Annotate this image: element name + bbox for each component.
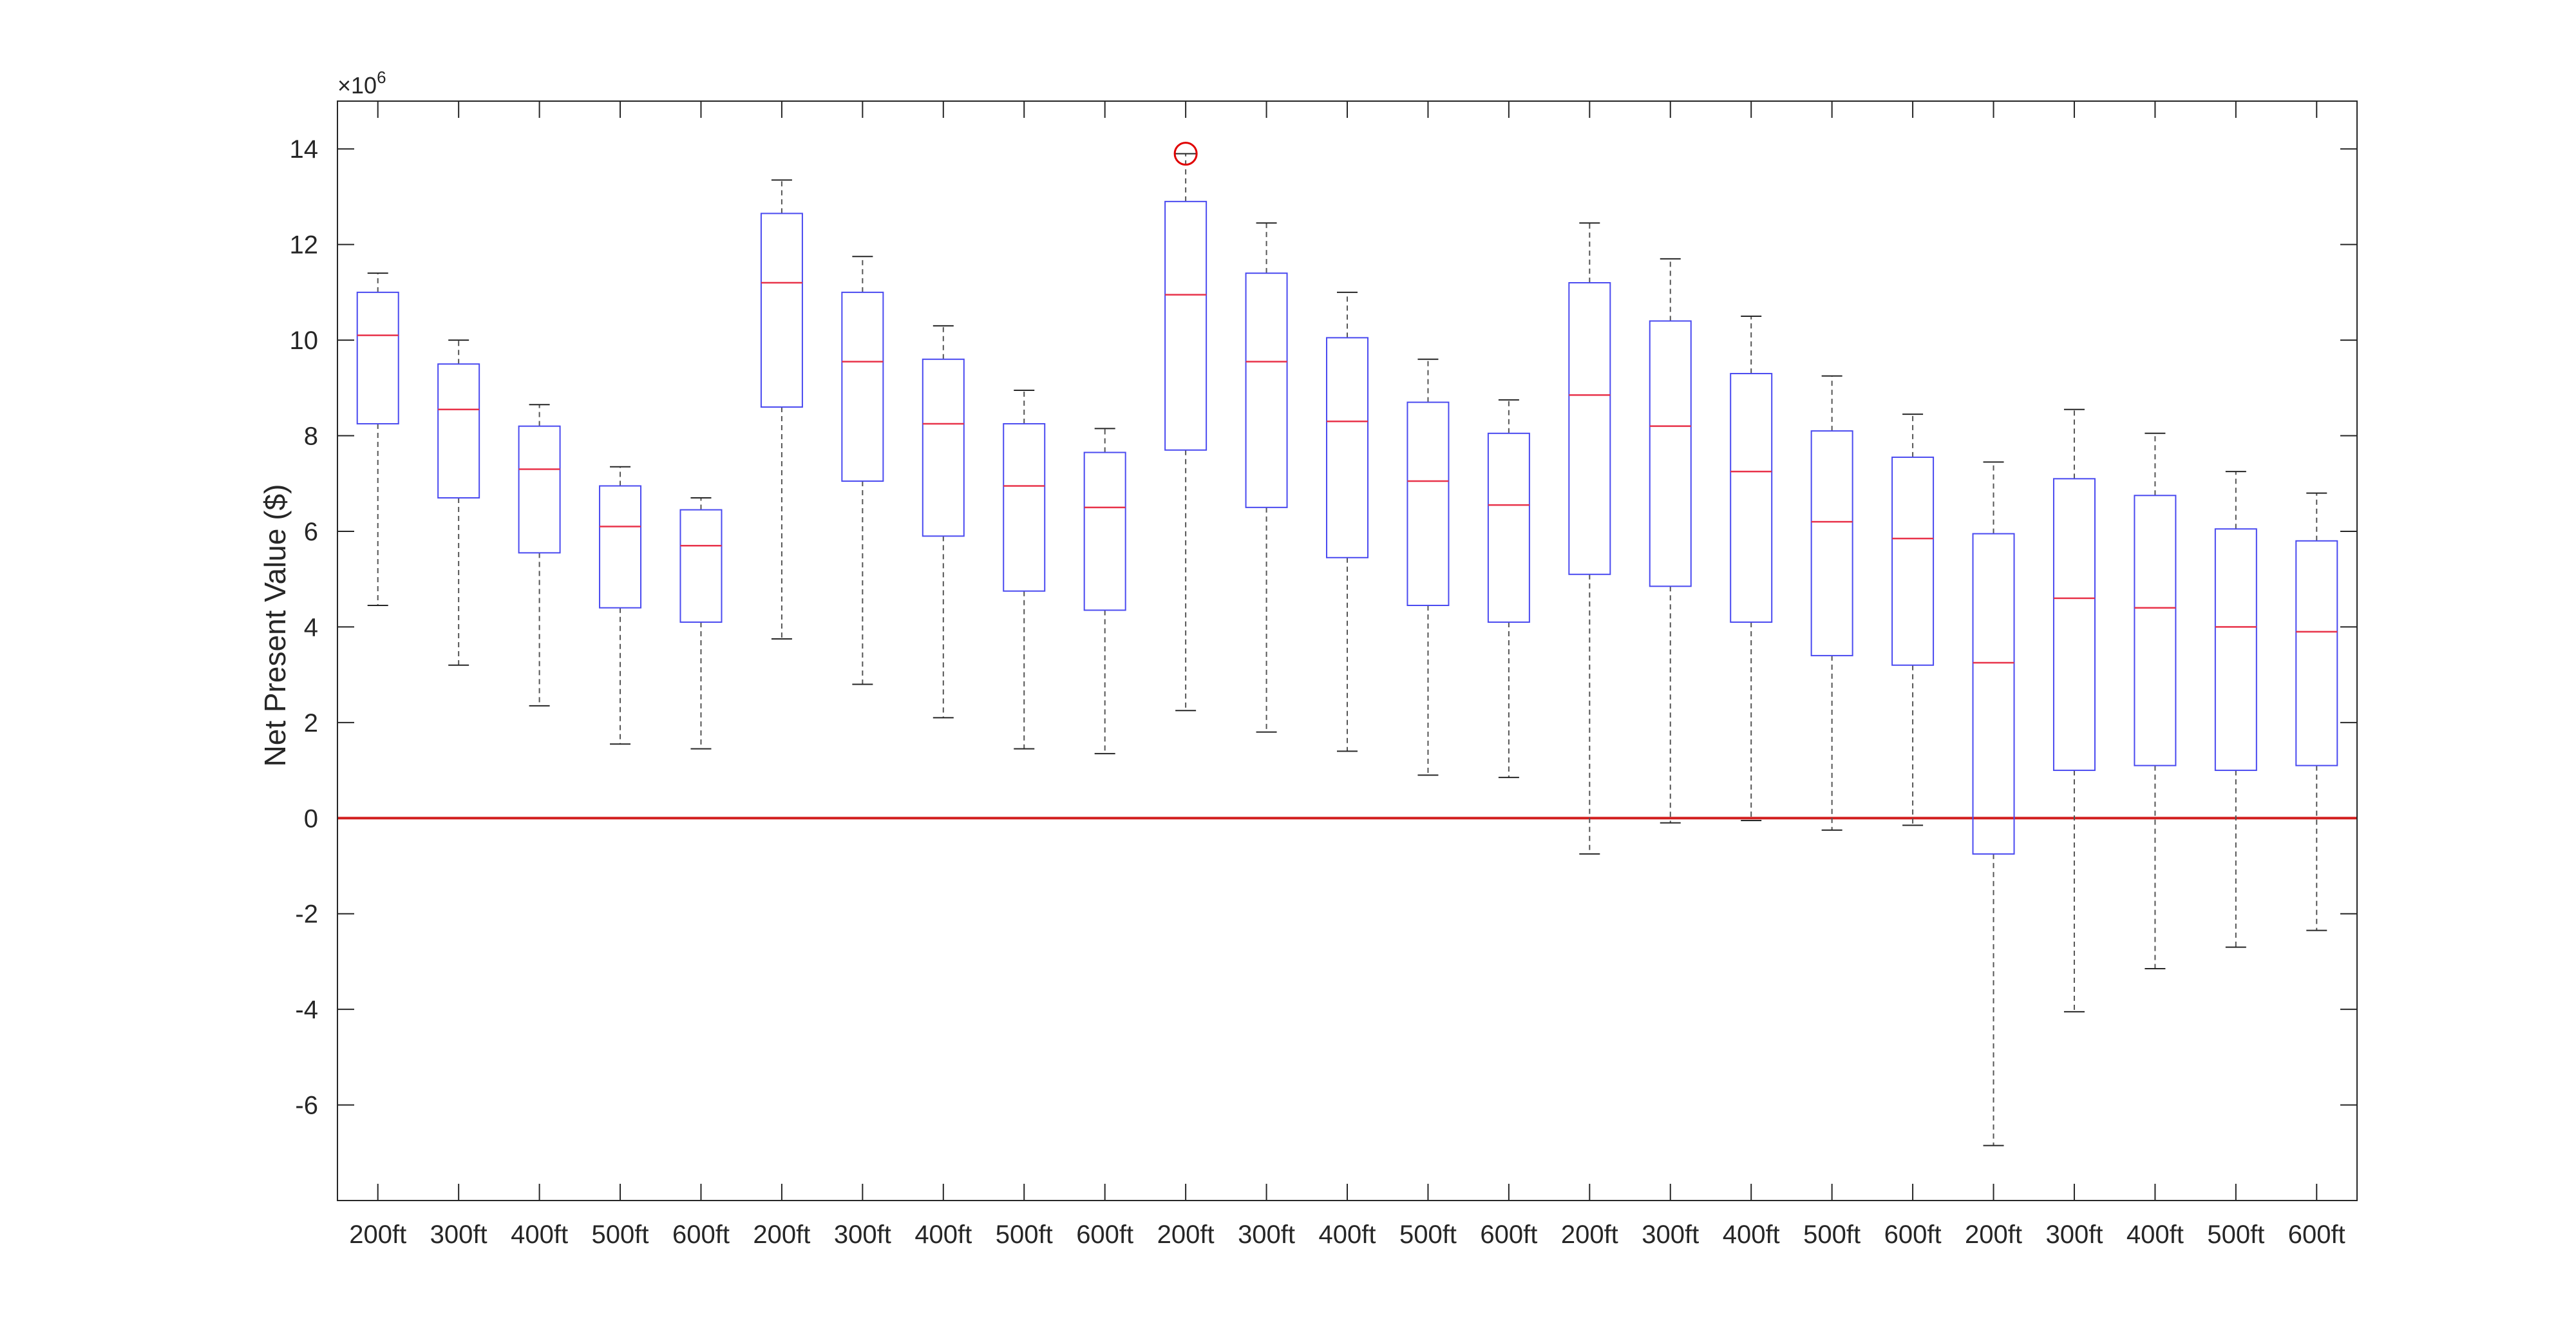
box-group xyxy=(1083,428,1126,755)
box-group xyxy=(356,272,399,606)
box-group xyxy=(2214,471,2257,948)
x-tick-label: 600ft xyxy=(2288,1220,2345,1249)
x-tick-label: 400ft xyxy=(511,1220,568,1249)
box-group xyxy=(2295,492,2338,931)
y-tick-label: 4 xyxy=(304,613,318,641)
box-iqr xyxy=(518,425,561,554)
y-exponent-label: ×106 xyxy=(337,68,386,99)
box-group xyxy=(437,339,480,666)
box-group xyxy=(1406,358,1450,776)
box-group xyxy=(2052,408,2096,1012)
x-tick-label: 500ft xyxy=(1803,1220,1861,1249)
box-iqr xyxy=(356,291,399,424)
y-tick-label: 14 xyxy=(290,135,319,164)
box-iqr xyxy=(841,291,884,482)
x-tick-label: 500ft xyxy=(2207,1220,2264,1249)
y-exponent-power: 6 xyxy=(377,68,386,87)
y-tick-label: 12 xyxy=(290,231,319,260)
x-tick-label: 600ft xyxy=(1884,1220,1942,1249)
x-tick-label: 300ft xyxy=(2045,1220,2103,1249)
box-group xyxy=(599,466,642,745)
x-tick-label: 200ft xyxy=(349,1220,406,1249)
box-iqr xyxy=(1649,320,1692,587)
box-iqr xyxy=(437,363,480,499)
box-iqr xyxy=(1083,451,1126,611)
y-exponent-base: ×10 xyxy=(337,72,377,99)
x-tick-label: 600ft xyxy=(672,1220,730,1249)
box-group xyxy=(1326,291,1368,752)
x-tick-label: 600ft xyxy=(1480,1220,1537,1249)
box-iqr xyxy=(1810,430,1853,656)
box-group xyxy=(1649,258,1692,824)
plot-frame xyxy=(337,100,2358,1201)
x-tick-label: 400ft xyxy=(914,1220,972,1249)
box-iqr xyxy=(760,213,803,408)
x-tick-label: 200ft xyxy=(1157,1220,1215,1249)
x-tick-label: 500ft xyxy=(1399,1220,1457,1249)
y-tick-label: 2 xyxy=(304,709,318,737)
outlier-marker xyxy=(1173,142,1198,166)
y-tick-labels: -6 -4 -2 0 2 4 6 8 10 12 14 xyxy=(290,135,319,1119)
box-group xyxy=(760,179,803,640)
box-iqr xyxy=(1891,456,1935,666)
boxes-layer xyxy=(356,142,2338,1146)
x-tick-label: 400ft xyxy=(1723,1220,1780,1249)
x-tick-label: 300ft xyxy=(834,1220,891,1249)
y-tick-label: 6 xyxy=(304,518,318,546)
y-axis-label: Net Present Value ($) xyxy=(258,484,292,767)
box-iqr xyxy=(2134,495,2177,766)
box-group xyxy=(1003,390,1046,750)
x-tick-label: 300ft xyxy=(430,1220,488,1249)
box-iqr xyxy=(1003,423,1046,592)
axis-ticks xyxy=(337,101,2357,1201)
box-iqr xyxy=(1568,282,1611,575)
box-iqr xyxy=(679,509,723,623)
x-tick-label: 300ft xyxy=(1238,1220,1295,1249)
x-tick-label: 200ft xyxy=(1561,1220,1618,1249)
box-group xyxy=(841,256,884,685)
box-group xyxy=(1245,222,1288,733)
y-tick-label: 8 xyxy=(304,423,318,451)
x-tick-label: 400ft xyxy=(1319,1220,1376,1249)
box-group xyxy=(1487,399,1530,779)
box-iqr xyxy=(2052,478,2096,772)
x-tick-labels: 200ft 300ft 400ft 500ft 600ft 200ft 300ft 400ft… xyxy=(349,1220,2345,1249)
x-tick-label: 500ft xyxy=(592,1220,649,1249)
box-iqr xyxy=(1164,200,1208,451)
box-iqr xyxy=(1972,533,2015,855)
y-tick-label: -6 xyxy=(295,1092,318,1120)
y-tick-label: -4 xyxy=(295,996,318,1024)
box-group xyxy=(1568,222,1611,855)
box-group xyxy=(1810,375,1853,831)
box-group xyxy=(518,404,561,707)
box-iqr xyxy=(599,485,642,609)
box-group xyxy=(679,497,723,750)
box-iqr xyxy=(1487,432,1530,623)
x-tick-label: 500ft xyxy=(996,1220,1053,1249)
x-tick-label: 400ft xyxy=(2126,1220,2184,1249)
x-tick-label: 600ft xyxy=(1076,1220,1133,1249)
x-tick-label: 200ft xyxy=(753,1220,810,1249)
box-iqr xyxy=(2214,528,2257,772)
y-tick-label: 10 xyxy=(290,327,319,355)
box-group xyxy=(922,325,965,719)
x-tick-label: 300ft xyxy=(1642,1220,1699,1249)
box-group xyxy=(1972,461,2015,1146)
y-tick-label: -2 xyxy=(295,900,318,929)
box-group xyxy=(1730,315,1773,821)
box-iqr xyxy=(1406,401,1450,606)
box-group xyxy=(1164,142,1208,712)
y-tick-label: 0 xyxy=(304,804,318,833)
box-iqr xyxy=(1326,337,1368,558)
box-iqr xyxy=(1730,373,1773,623)
box-iqr xyxy=(922,358,965,537)
x-tick-label: 200ft xyxy=(1965,1220,2022,1249)
box-group xyxy=(2134,432,2177,970)
box-iqr xyxy=(1245,272,1288,508)
box-group xyxy=(1891,413,1935,826)
box-iqr xyxy=(2295,540,2338,766)
